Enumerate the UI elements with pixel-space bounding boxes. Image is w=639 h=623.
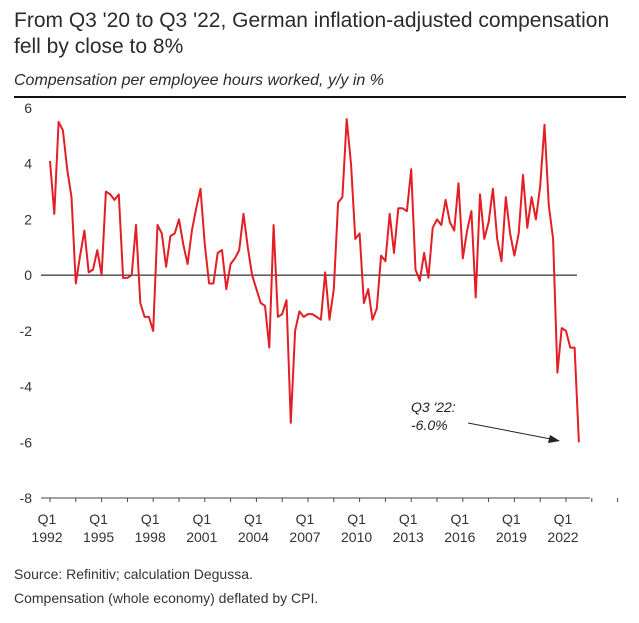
x-tick-label-quarter: Q1 — [296, 511, 315, 527]
annotation-arrow — [467, 422, 557, 441]
x-tick-label-year: 2010 — [341, 529, 372, 545]
y-tick-label: -2 — [20, 323, 33, 339]
x-tick-label-year: 2022 — [547, 529, 578, 545]
y-tick-label: -4 — [20, 379, 33, 395]
x-tick-label-quarter: Q1 — [450, 511, 469, 527]
y-tick-label: -6 — [20, 434, 33, 450]
y-tick-label: 0 — [24, 267, 32, 283]
x-tick-label-quarter: Q1 — [141, 511, 160, 527]
annotation: Q3 '22: -6.0% — [411, 399, 560, 443]
x-tick-label-quarter: Q1 — [502, 511, 521, 527]
title-divider — [14, 96, 626, 98]
x-tick-label-year: 2013 — [393, 529, 424, 545]
x-tick-label-quarter: Q1 — [399, 511, 418, 527]
chart-title: From Q3 '20 to Q3 '22, German inflation-… — [14, 9, 610, 58]
x-tick-label-year: 2007 — [289, 529, 320, 545]
x-tick-label-quarter: Q1 — [347, 511, 366, 527]
y-tick-label: 4 — [24, 156, 32, 172]
x-tick-label-year: 1995 — [83, 529, 114, 545]
series-line-compensation — [49, 118, 580, 443]
x-tick-label-year: 2001 — [186, 529, 217, 545]
annotation-label-period: Q3 '22: — [411, 399, 456, 415]
x-tick-label-quarter: Q1 — [192, 511, 211, 527]
y-axis: 6 4 2 0 -2 -4 -6 -8 — [20, 100, 33, 506]
x-tick-label-year: 2016 — [444, 529, 475, 545]
x-tick-label-year: 1992 — [31, 529, 62, 545]
chart-subtitle: Compensation per employee hours worked, … — [14, 72, 384, 89]
x-tick-label-year: 2019 — [496, 529, 527, 545]
annotation-arrowhead — [548, 435, 560, 443]
line-chart: 6 4 2 0 -2 -4 -6 -8 Q1 1992 Q1 1995 Q1 1998 Q1 2001 Q1 2… — [20, 100, 619, 545]
source-note: Source: Refinitiv; calculation Degussa. — [14, 566, 253, 582]
y-tick-label: 6 — [24, 100, 32, 116]
x-axis: Q1 1992 Q1 1995 Q1 1998 Q1 2001 Q1 2004 Q1 2007 Q1 20… — [31, 497, 619, 545]
x-tick-label-year: 2004 — [238, 529, 269, 545]
y-tick-label: 2 — [24, 211, 32, 227]
x-tick-label-quarter: Q1 — [89, 511, 108, 527]
x-tick-label-quarter: Q1 — [244, 511, 263, 527]
x-tick-label-year: 1998 — [135, 529, 166, 545]
y-tick-label: -8 — [20, 490, 33, 506]
deflation-note: Compensation (whole economy) deflated by… — [14, 590, 319, 606]
x-tick-label-quarter: Q1 — [38, 511, 57, 527]
annotation-label-value: -6.0% — [411, 417, 448, 433]
x-tick-label-quarter: Q1 — [554, 511, 573, 527]
